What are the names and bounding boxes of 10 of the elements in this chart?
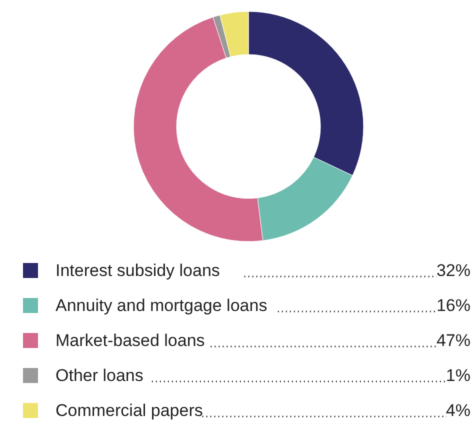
data-label: 47% xyxy=(436,331,471,350)
legend-label: Market-based loans xyxy=(56,331,205,350)
data-label: 4% xyxy=(446,401,471,420)
legend-label: Interest subsidy loans xyxy=(56,261,220,280)
data-label: 1% xyxy=(446,366,471,385)
legend-label: Other loans xyxy=(56,366,144,385)
legend-label: Annuity and mortgage loans xyxy=(56,296,268,315)
data-label: 32% xyxy=(436,261,471,280)
data-label: 16% xyxy=(436,296,471,315)
legend-label: Commercial papers xyxy=(56,401,203,420)
